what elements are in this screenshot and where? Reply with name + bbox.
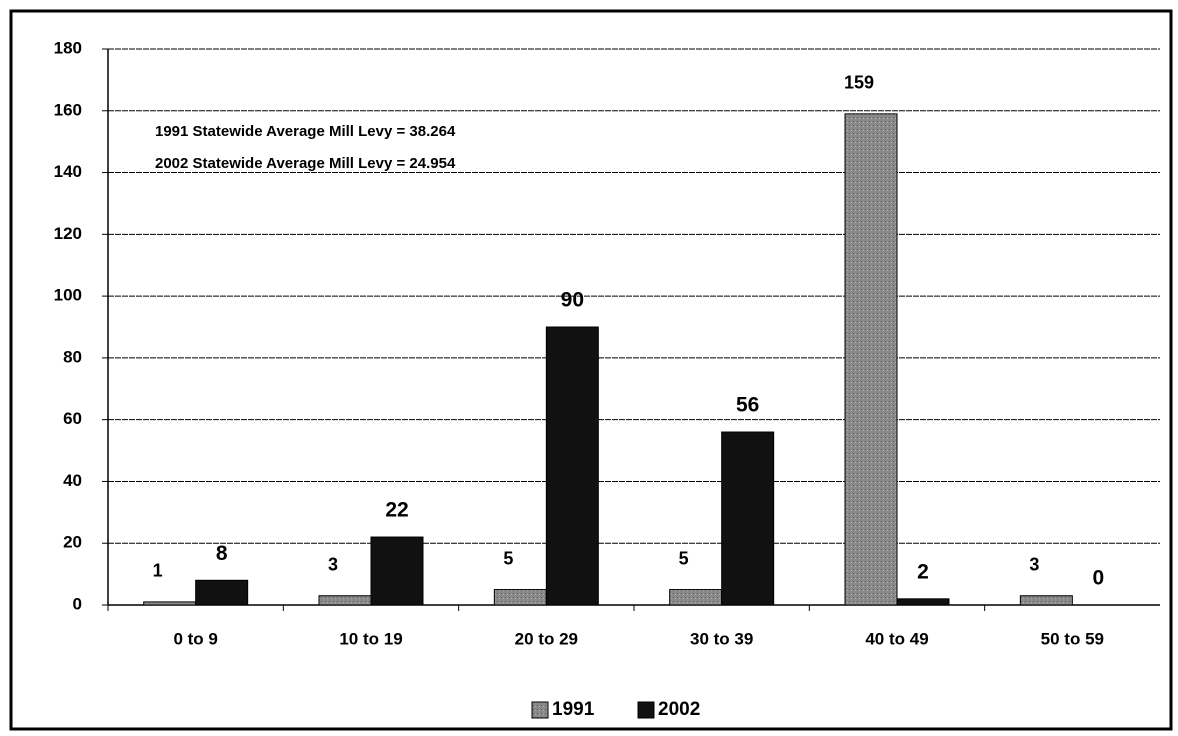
x-tick-label: 30 to 39 — [690, 629, 753, 648]
x-tick-label: 40 to 49 — [865, 629, 928, 648]
data-label: 3 — [1029, 554, 1039, 574]
bar — [493, 589, 547, 606]
data-label: 1 — [153, 561, 163, 581]
data-label: 5 — [503, 548, 513, 568]
data-label: 3 — [328, 554, 338, 574]
y-tick-label: 60 — [63, 409, 82, 428]
bar — [545, 326, 599, 606]
annotation: 1991 Statewide Average Mill Levy = 38.26… — [155, 123, 456, 140]
y-tick-label: 20 — [63, 533, 82, 552]
y-tick-label: 40 — [63, 471, 82, 490]
data-label: 2 — [917, 560, 929, 583]
y-tick-label: 100 — [54, 286, 82, 305]
x-tick-label: 20 to 29 — [515, 629, 578, 648]
bar — [143, 601, 197, 606]
y-tick-label: 140 — [54, 162, 82, 181]
y-tick-label: 160 — [54, 100, 82, 119]
y-tick-label: 80 — [63, 347, 82, 366]
legend-label: 1991 — [552, 699, 595, 720]
bar — [669, 589, 723, 606]
data-label: 159 — [844, 73, 874, 93]
bar — [1019, 595, 1073, 606]
y-tick-label: 180 — [54, 38, 82, 57]
data-label: 56 — [736, 394, 759, 417]
y-tick-label: 120 — [54, 224, 82, 243]
bar — [896, 598, 950, 606]
x-tick-label: 50 to 59 — [1041, 629, 1104, 648]
x-tick-label: 10 to 19 — [339, 629, 402, 648]
data-label: 22 — [385, 499, 408, 522]
annotation: 2002 Statewide Average Mill Levy = 24.95… — [155, 155, 456, 172]
data-label: 8 — [216, 542, 228, 565]
legend-swatch — [637, 701, 655, 719]
data-label: 90 — [561, 289, 584, 312]
legend-label: 2002 — [658, 699, 700, 720]
frame — [9, 9, 1173, 731]
bar — [195, 579, 249, 606]
data-label: 0 — [1092, 567, 1104, 590]
bar — [370, 536, 424, 606]
data-label: 5 — [679, 548, 689, 568]
bar — [721, 431, 775, 606]
x-tick-label: 0 to 9 — [173, 629, 217, 648]
bar — [844, 113, 898, 606]
y-tick-label: 0 — [73, 594, 82, 613]
legend-swatch — [531, 701, 549, 719]
bar — [318, 595, 372, 606]
